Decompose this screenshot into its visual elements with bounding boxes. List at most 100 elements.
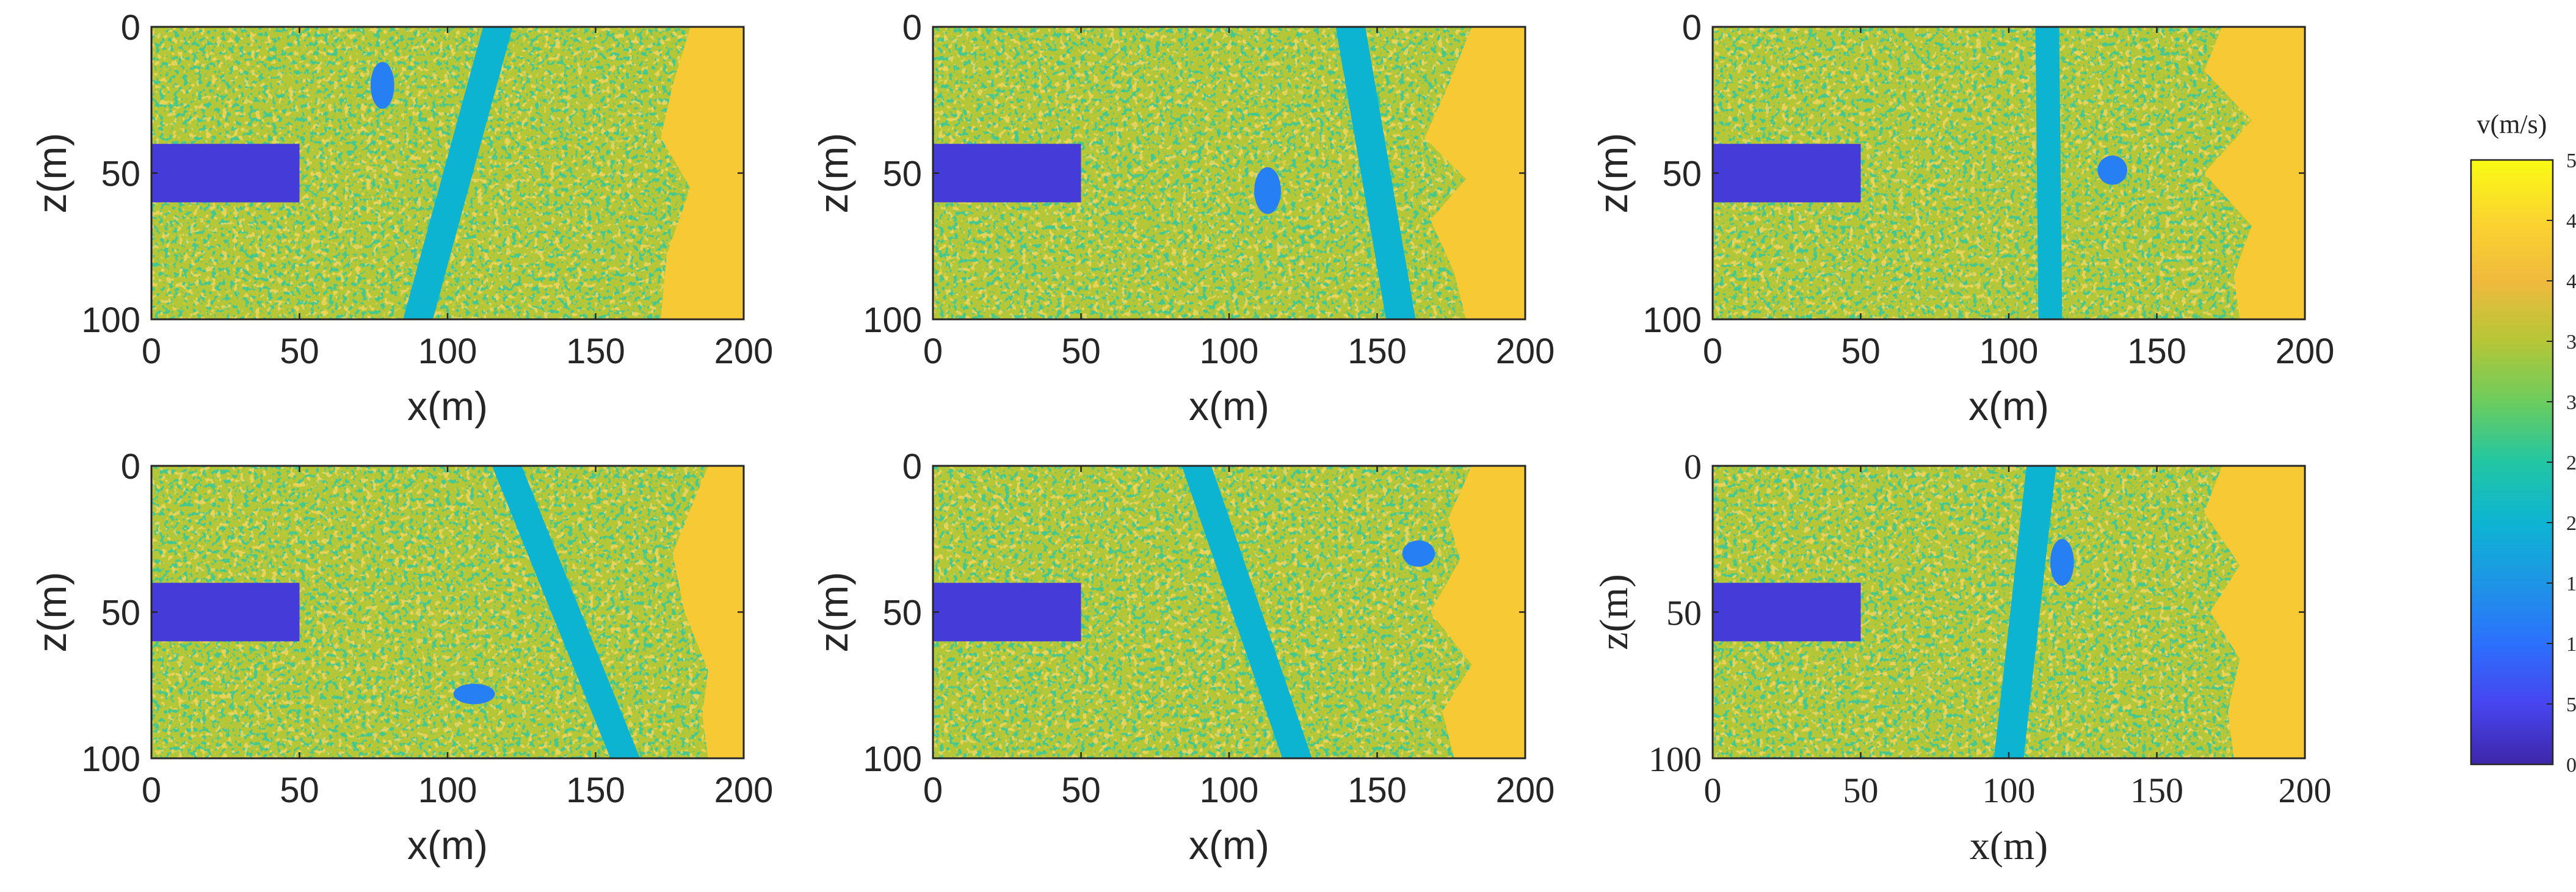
colorbar-tick-label: 3000 bbox=[2566, 391, 2576, 414]
x-tick-label: 150 bbox=[566, 332, 625, 371]
velocity-panel-bottom-right: 0 50 100 150 200 0 50 100 x(m) z(m) bbox=[1592, 447, 2332, 868]
x-tick-label: 100 bbox=[418, 332, 477, 371]
x-axis-label: x(m) bbox=[407, 822, 488, 868]
y-tick-label: 100 bbox=[1642, 300, 1702, 340]
fault-band bbox=[492, 466, 640, 758]
high-velocity-layer bbox=[672, 466, 744, 758]
x-tick-label: 200 bbox=[2276, 332, 2335, 371]
fault-band bbox=[1994, 466, 2056, 758]
x-tick-label: 0 bbox=[142, 771, 161, 810]
fault-band bbox=[2035, 27, 2063, 319]
x-tick-label: 100 bbox=[1979, 332, 2039, 371]
x-tick-label: 100 bbox=[1200, 771, 1259, 810]
colorbar-tick-label: 500 bbox=[2566, 694, 2576, 716]
y-axis-label: z(m) bbox=[811, 572, 856, 653]
x-axis-label: x(m) bbox=[407, 383, 488, 429]
y-tick-label: 50 bbox=[1666, 593, 1702, 633]
high-velocity-layer bbox=[1430, 466, 1525, 758]
y-tick-label: 100 bbox=[81, 300, 140, 340]
velocity-panel-top-right: 0 50 100 150 200 0 50 100 x(m) z(m) bbox=[1591, 8, 2334, 429]
x-tick-label: 200 bbox=[714, 771, 774, 810]
fault-band bbox=[403, 27, 513, 319]
x-axis-label: x(m) bbox=[1189, 822, 1269, 868]
colorbar-tick-label: 4500 bbox=[2566, 210, 2576, 233]
colorbar-title: v(m/s) bbox=[2477, 109, 2547, 139]
x-tick-label: 150 bbox=[566, 771, 625, 810]
plot-area bbox=[1713, 27, 2305, 319]
cavity-anomaly bbox=[1254, 167, 1281, 214]
fault-band bbox=[1181, 466, 1312, 758]
x-tick-label: 100 bbox=[1200, 332, 1259, 371]
colorbar-tick-label: 1500 bbox=[2566, 573, 2576, 595]
cavity-anomaly bbox=[453, 683, 495, 705]
x-tick-label: 100 bbox=[1983, 771, 2036, 810]
y-tick-label: 50 bbox=[101, 154, 140, 194]
cavity-anomaly bbox=[1402, 540, 1435, 567]
colorbar-tick-label: 3500 bbox=[2566, 331, 2576, 354]
x-tick-label: 50 bbox=[1061, 771, 1101, 810]
x-tick-label: 200 bbox=[1496, 771, 1555, 810]
y-axis-label: z(m) bbox=[29, 572, 74, 653]
tunnel bbox=[1713, 582, 1861, 642]
x-axis-label: x(m) bbox=[1189, 383, 1269, 429]
x-tick-label: 0 bbox=[142, 332, 161, 371]
y-axis-label: z(m) bbox=[1591, 133, 1636, 214]
x-tick-label: 200 bbox=[1496, 332, 1555, 371]
x-tick-label: 150 bbox=[2127, 332, 2186, 371]
colorbar-tick-label: 2500 bbox=[2566, 452, 2576, 474]
cavity-anomaly bbox=[2050, 538, 2074, 586]
cavity-anomaly bbox=[2097, 155, 2127, 185]
x-axis-label: x(m) bbox=[1968, 383, 2049, 429]
x-tick-label: 150 bbox=[1348, 332, 1407, 371]
y-tick-label: 50 bbox=[101, 593, 140, 633]
colorbar-tick-label: 4000 bbox=[2566, 270, 2576, 293]
x-tick-label: 50 bbox=[1841, 332, 1881, 371]
y-axis-label: z(m) bbox=[29, 133, 74, 214]
x-tick-label: 0 bbox=[1704, 771, 1722, 810]
x-tick-label: 50 bbox=[1061, 332, 1101, 371]
plot-area bbox=[151, 27, 744, 319]
y-tick-label: 50 bbox=[1662, 154, 1702, 194]
tunnel bbox=[933, 143, 1081, 203]
x-tick-label: 150 bbox=[1348, 771, 1407, 810]
x-tick-label: 200 bbox=[714, 332, 774, 371]
cavity-anomaly bbox=[370, 62, 394, 109]
x-axis-label: x(m) bbox=[1970, 824, 2048, 868]
y-axis-label: z(m) bbox=[811, 133, 856, 214]
x-tick-label: 150 bbox=[2130, 771, 2183, 810]
y-axis-label: z(m) bbox=[1592, 574, 1636, 650]
high-velocity-layer bbox=[2204, 27, 2305, 319]
y-tick-label: 0 bbox=[1682, 8, 1702, 48]
high-velocity-layer bbox=[2204, 466, 2305, 758]
tunnel bbox=[151, 582, 300, 642]
x-tick-label: 100 bbox=[418, 771, 477, 810]
colorbar-gradient bbox=[2471, 160, 2553, 764]
plot-area bbox=[151, 466, 744, 758]
y-tick-label: 0 bbox=[1684, 447, 1702, 487]
y-tick-label: 0 bbox=[121, 8, 140, 48]
x-tick-label: 200 bbox=[2279, 771, 2332, 810]
plot-area bbox=[1713, 466, 2305, 758]
velocity-panel-top-left: 0 50 100 150 200 0 50 100 x(m) z(m) bbox=[29, 8, 773, 429]
x-tick-label: 50 bbox=[1843, 771, 1879, 810]
colorbar-tick-label: 0 bbox=[2566, 754, 2576, 777]
velocity-panel-bottom-left: 0 50 100 150 200 0 50 100 x(m) z(m) bbox=[29, 447, 773, 868]
y-tick-label: 100 bbox=[1649, 739, 1702, 779]
x-tick-label: 0 bbox=[923, 771, 943, 810]
plot-area bbox=[933, 466, 1525, 758]
tunnel bbox=[151, 143, 300, 203]
y-tick-label: 100 bbox=[863, 300, 922, 340]
velocity-panel-top-middle: 0 50 100 150 200 0 50 100 x(m) z(m) bbox=[811, 8, 1555, 429]
y-tick-label: 100 bbox=[863, 739, 922, 779]
x-tick-label: 0 bbox=[923, 332, 943, 371]
y-tick-label: 0 bbox=[121, 447, 140, 487]
plot-area bbox=[933, 27, 1525, 319]
x-tick-label: 50 bbox=[280, 771, 319, 810]
y-tick-label: 0 bbox=[902, 8, 922, 48]
colorbar-tick-label: 5000 bbox=[2566, 150, 2576, 172]
y-tick-label: 50 bbox=[882, 154, 922, 194]
velocity-panel-bottom-middle: 0 50 100 150 200 0 50 100 x(m) z(m) bbox=[811, 447, 1555, 868]
tunnel bbox=[1713, 143, 1861, 203]
